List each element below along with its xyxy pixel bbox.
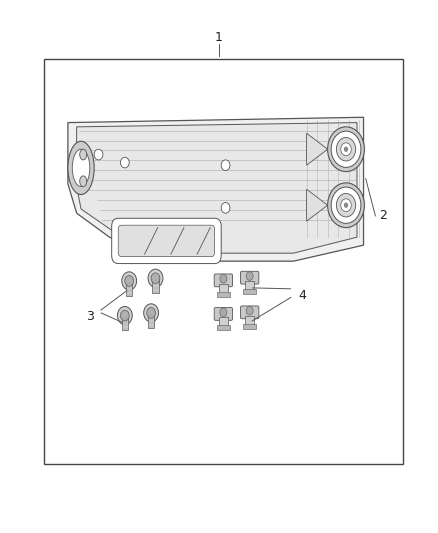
FancyBboxPatch shape — [214, 308, 233, 320]
FancyBboxPatch shape — [219, 317, 228, 327]
Ellipse shape — [68, 141, 94, 195]
FancyBboxPatch shape — [122, 316, 128, 330]
FancyBboxPatch shape — [112, 219, 221, 263]
FancyBboxPatch shape — [217, 325, 230, 330]
Circle shape — [344, 203, 348, 208]
Circle shape — [246, 306, 253, 315]
Circle shape — [220, 308, 227, 317]
Ellipse shape — [72, 149, 90, 187]
Text: 4: 4 — [298, 289, 306, 302]
FancyBboxPatch shape — [240, 306, 259, 319]
FancyBboxPatch shape — [240, 271, 259, 284]
Bar — [44, 59, 403, 464]
FancyBboxPatch shape — [152, 278, 159, 293]
Polygon shape — [77, 123, 357, 253]
Circle shape — [117, 306, 132, 325]
Circle shape — [120, 310, 129, 321]
Text: 3: 3 — [86, 310, 94, 322]
Circle shape — [246, 272, 253, 280]
FancyBboxPatch shape — [126, 281, 132, 296]
Circle shape — [221, 160, 230, 171]
FancyBboxPatch shape — [243, 289, 256, 294]
Circle shape — [331, 187, 361, 223]
FancyBboxPatch shape — [243, 324, 256, 329]
Ellipse shape — [80, 176, 87, 187]
FancyBboxPatch shape — [214, 274, 233, 287]
Circle shape — [151, 273, 160, 284]
Circle shape — [341, 199, 351, 212]
Text: 1: 1 — [215, 31, 223, 44]
Circle shape — [94, 149, 103, 160]
Ellipse shape — [80, 149, 87, 160]
Circle shape — [328, 183, 364, 228]
Circle shape — [125, 276, 134, 286]
Circle shape — [341, 143, 351, 156]
Circle shape — [122, 272, 137, 290]
Polygon shape — [68, 117, 364, 261]
Circle shape — [344, 147, 348, 152]
Circle shape — [220, 274, 227, 283]
Circle shape — [336, 193, 356, 217]
Circle shape — [221, 203, 230, 213]
Circle shape — [148, 269, 163, 287]
Circle shape — [144, 304, 159, 322]
FancyBboxPatch shape — [245, 281, 254, 290]
FancyBboxPatch shape — [219, 284, 228, 293]
Circle shape — [120, 157, 129, 168]
Polygon shape — [307, 189, 328, 221]
FancyBboxPatch shape — [118, 225, 215, 256]
FancyBboxPatch shape — [217, 292, 230, 297]
FancyBboxPatch shape — [245, 316, 254, 325]
Polygon shape — [307, 133, 328, 165]
Text: 2: 2 — [379, 209, 387, 222]
Circle shape — [331, 131, 361, 167]
Circle shape — [336, 138, 356, 161]
Circle shape — [147, 308, 155, 318]
Circle shape — [328, 127, 364, 172]
FancyBboxPatch shape — [148, 313, 154, 328]
